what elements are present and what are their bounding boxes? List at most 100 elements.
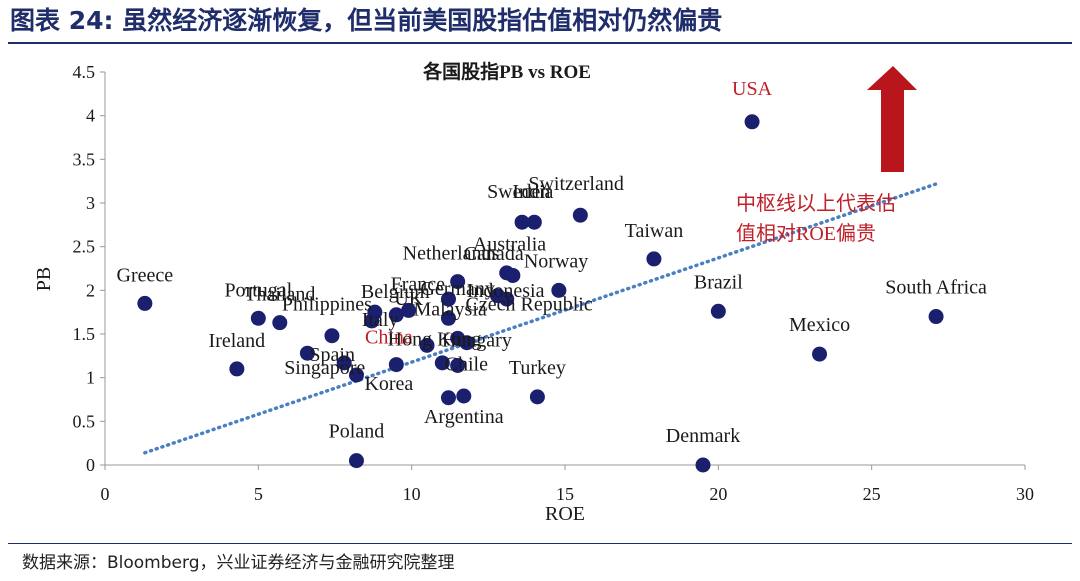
data-point [388, 307, 404, 323]
point-label: Czech Republic [466, 294, 593, 316]
data-point [388, 357, 404, 373]
point-label: Hungary [442, 330, 512, 352]
point-label: Thailand [244, 284, 315, 306]
trendline [143, 181, 941, 455]
data-point [526, 214, 542, 230]
data-point [250, 310, 266, 326]
data-point [572, 207, 588, 223]
x-tick-label: 15 [556, 484, 574, 504]
point-label: South Africa [885, 277, 987, 299]
point-label: Denmark [666, 425, 740, 447]
point-label: Philippines [282, 294, 372, 316]
source-divider [8, 543, 1072, 544]
data-point [348, 367, 364, 383]
point-label: Poland [329, 421, 385, 443]
point-label: Greece [117, 264, 174, 286]
point-label: Chile [445, 353, 488, 375]
point-label: Turkey [509, 357, 566, 379]
point-label: Mexico [789, 314, 850, 336]
y-tick-label: 4.5 [73, 62, 96, 82]
annotation-line: 中枢线以上代表估 [736, 192, 896, 215]
pb-vs-roe-scatter-chart: 0 0.5 1 1.5 2 2.5 3 3.5 4 4.5 0 5 10 15 20 25 30 Greece I… [33, 60, 1035, 525]
data-point [928, 309, 944, 325]
point-label: Switzerland [528, 173, 624, 195]
y-tick-label: 0.5 [73, 411, 96, 431]
x-tick-label: 25 [863, 484, 881, 504]
data-point [440, 291, 456, 307]
x-tick-label: 10 [403, 484, 421, 504]
x-axis-title: ROE [545, 503, 585, 525]
point-label: Belgium [361, 281, 430, 303]
point-label: Sweden [487, 181, 550, 203]
x-tick-label: 0 [101, 484, 110, 504]
data-point [514, 214, 530, 230]
data-point [299, 345, 315, 361]
data-point [367, 304, 383, 320]
point-label: Korea [364, 373, 413, 395]
up-arrow-icon [867, 66, 917, 172]
point-label: France [391, 273, 446, 295]
data-point [812, 346, 828, 362]
data-point [744, 114, 760, 130]
data-point [505, 267, 521, 283]
x-tick-label: 5 [254, 484, 263, 504]
up-arrow-shape [867, 66, 917, 172]
annotation-line: 值相对ROE偏贵 [736, 222, 876, 245]
data-point [646, 251, 662, 267]
point-label: Hong Kong [388, 328, 482, 350]
data-point [434, 355, 450, 371]
point-label: Taiwan [625, 220, 684, 242]
data-point [529, 389, 545, 405]
x-tick-label: 20 [709, 484, 727, 504]
point-label: Italy [362, 309, 399, 331]
y-tick-label: 4 [86, 106, 95, 126]
data-point [499, 291, 515, 307]
point-label: Australia [473, 233, 546, 255]
data-point [450, 274, 466, 290]
data-point [695, 457, 711, 473]
point-label: Malaysia [413, 298, 486, 320]
trendline-layer [143, 181, 941, 455]
point-label: Netherlands [403, 243, 500, 265]
data-point [229, 361, 245, 377]
point-label: Norway [524, 250, 588, 272]
data-point [551, 282, 567, 298]
y-tick-label: 2.5 [73, 237, 96, 257]
data-point [401, 302, 417, 318]
axes: 0 0.5 1 1.5 2 2.5 3 3.5 4 4.5 0 5 10 15 20 25 30 [73, 62, 1035, 504]
point-label: Indonesia [467, 280, 545, 302]
data-point [137, 295, 153, 311]
data-point [336, 355, 352, 371]
y-tick-label: 1.5 [73, 324, 96, 344]
point-label: Singapore [284, 357, 365, 379]
point-label: India [512, 181, 553, 203]
y-tick-label: 3.5 [73, 149, 96, 169]
data-points [137, 114, 944, 473]
point-label: Ireland [209, 330, 266, 352]
point-label: Portugal [224, 279, 292, 301]
data-point [459, 335, 475, 351]
data-point [440, 390, 456, 406]
chart-title: 各国股指PB vs ROE [422, 60, 591, 83]
point-label: Argentina [424, 406, 504, 428]
data-point [440, 310, 456, 326]
y-tick-label: 3 [86, 193, 95, 213]
title-divider [8, 42, 1072, 44]
point-label: Brazil [694, 271, 743, 293]
x-tick-label: 30 [1016, 484, 1034, 504]
data-point [419, 337, 435, 353]
data-point [348, 453, 364, 469]
y-axis-title: PB [33, 267, 55, 291]
y-tick-label: 2 [86, 280, 95, 300]
point-label: Canada [464, 243, 524, 265]
figure-title: 图表 24: 虽然经济逐渐恢复，但当前美国股指估值相对仍然偏贵 [10, 6, 723, 35]
data-point [450, 357, 466, 373]
data-point [456, 388, 472, 404]
data-point [710, 303, 726, 319]
y-tick-label: 1 [86, 368, 95, 388]
point-label: Germany [420, 278, 494, 300]
figure-source: 数据来源：Bloomberg，兴业证券经济与金融研究院整理 [22, 553, 455, 573]
y-tick-label: 0 [86, 455, 95, 475]
